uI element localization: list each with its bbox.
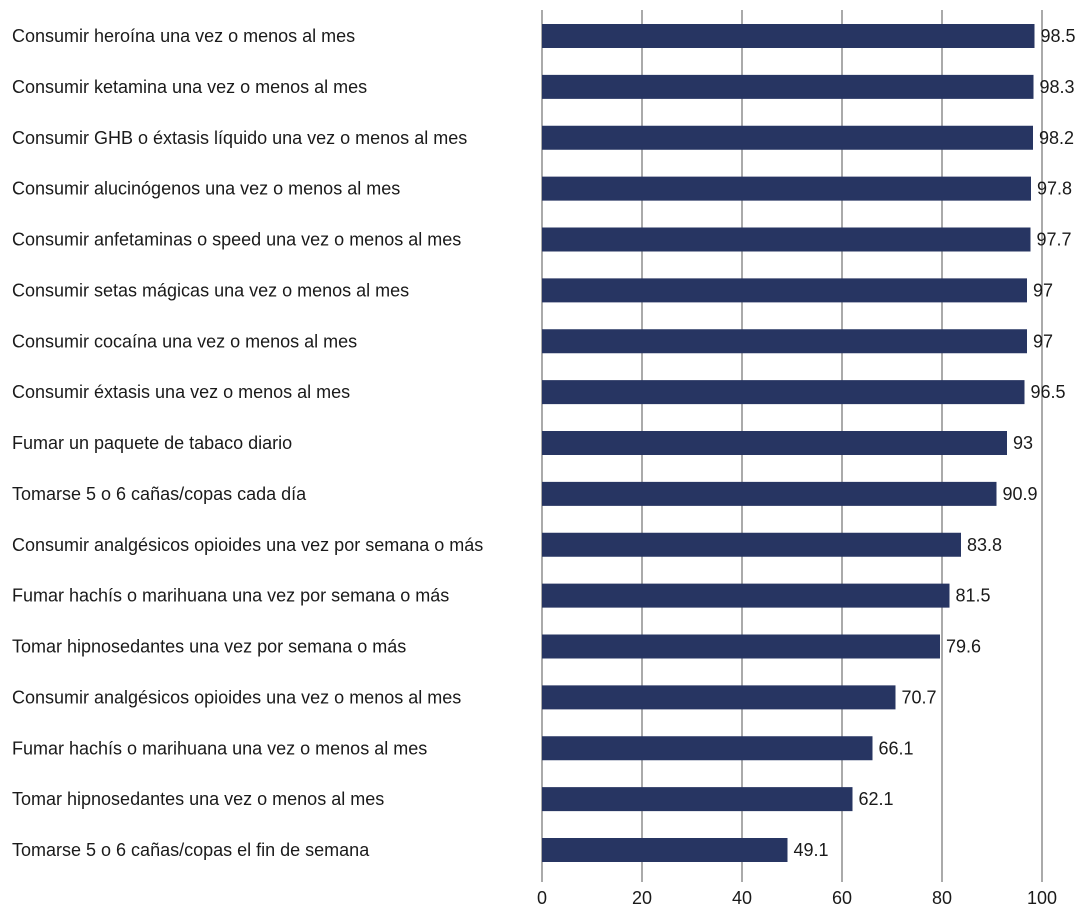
bar — [542, 227, 1031, 252]
value-label: 93 — [1013, 433, 1033, 453]
bar — [542, 431, 1007, 455]
x-tick-label: 80 — [932, 888, 952, 908]
value-label: 98.5 — [1041, 26, 1076, 46]
category-label: Consumir alucinógenos una vez o menos al… — [12, 179, 400, 199]
value-label: 90.9 — [1003, 484, 1038, 504]
bar — [542, 583, 950, 608]
category-label: Tomar hipnosedantes una vez o menos al m… — [12, 789, 384, 809]
value-labels: 98.5 98.3 98.2 97.8 97.7 97 97 96.5 93 90.9 83.8 81… — [794, 26, 1076, 860]
value-label: 97.8 — [1037, 179, 1072, 199]
bar — [542, 24, 1035, 48]
category-label: Consumir heroína una vez o menos al mes — [12, 26, 355, 46]
category-label: Consumir setas mágicas una vez o menos a… — [12, 280, 409, 300]
category-label: Consumir GHB o éxtasis líquido una vez o… — [12, 128, 467, 148]
x-tick-label: 100 — [1027, 888, 1057, 908]
value-label: 97 — [1033, 280, 1053, 300]
value-label: 70.7 — [902, 687, 937, 707]
value-label: 97 — [1033, 331, 1053, 351]
category-label: Consumir anfetaminas o speed una vez o m… — [12, 230, 461, 250]
bar — [542, 74, 1034, 99]
bar — [542, 736, 873, 761]
bar — [542, 278, 1027, 303]
x-axis-ticks: 0 20 40 60 80 100 — [537, 888, 1057, 908]
value-label: 62.1 — [859, 789, 894, 809]
value-label: 81.5 — [956, 586, 991, 606]
bar — [542, 532, 961, 557]
category-label: Fumar hachís o marihuana una vez o menos… — [12, 738, 427, 758]
bar — [542, 329, 1027, 354]
bar — [542, 176, 1031, 201]
x-tick-label: 20 — [632, 888, 652, 908]
category-labels: Consumir heroína una vez o menos al mes C… — [12, 26, 483, 860]
bar — [542, 481, 997, 506]
bar — [542, 634, 940, 659]
value-label: 97.7 — [1037, 230, 1072, 250]
bar — [542, 125, 1033, 150]
value-label: 83.8 — [967, 535, 1002, 555]
bar — [542, 787, 853, 812]
category-label: Tomarse 5 o 6 cañas/copas el fin de sema… — [12, 840, 370, 860]
bars — [542, 24, 1035, 862]
value-label: 49.1 — [794, 840, 829, 860]
x-tick-label: 60 — [832, 888, 852, 908]
value-label: 96.5 — [1031, 382, 1066, 402]
value-label: 98.2 — [1039, 128, 1074, 148]
category-label: Consumir cocaína una vez o menos al mes — [12, 331, 357, 351]
category-label: Tomarse 5 o 6 cañas/copas cada día — [12, 484, 307, 504]
bar — [542, 838, 788, 862]
category-label: Consumir analgésicos opioides una vez o … — [12, 687, 461, 707]
x-tick-label: 0 — [537, 888, 547, 908]
category-label: Tomar hipnosedantes una vez por semana o… — [12, 637, 406, 657]
category-label: Fumar un paquete de tabaco diario — [12, 433, 292, 453]
value-label: 66.1 — [879, 738, 914, 758]
x-tick-label: 40 — [732, 888, 752, 908]
bar — [542, 685, 896, 710]
category-label: Fumar hachís o marihuana una vez por sem… — [12, 586, 449, 606]
category-label: Consumir ketamina una vez o menos al mes — [12, 77, 367, 97]
value-label: 98.3 — [1040, 77, 1075, 97]
category-label: Consumir éxtasis una vez o menos al mes — [12, 382, 350, 402]
value-label: 79.6 — [946, 637, 981, 657]
bar — [542, 380, 1025, 405]
category-label: Consumir analgésicos opioides una vez po… — [12, 535, 483, 555]
